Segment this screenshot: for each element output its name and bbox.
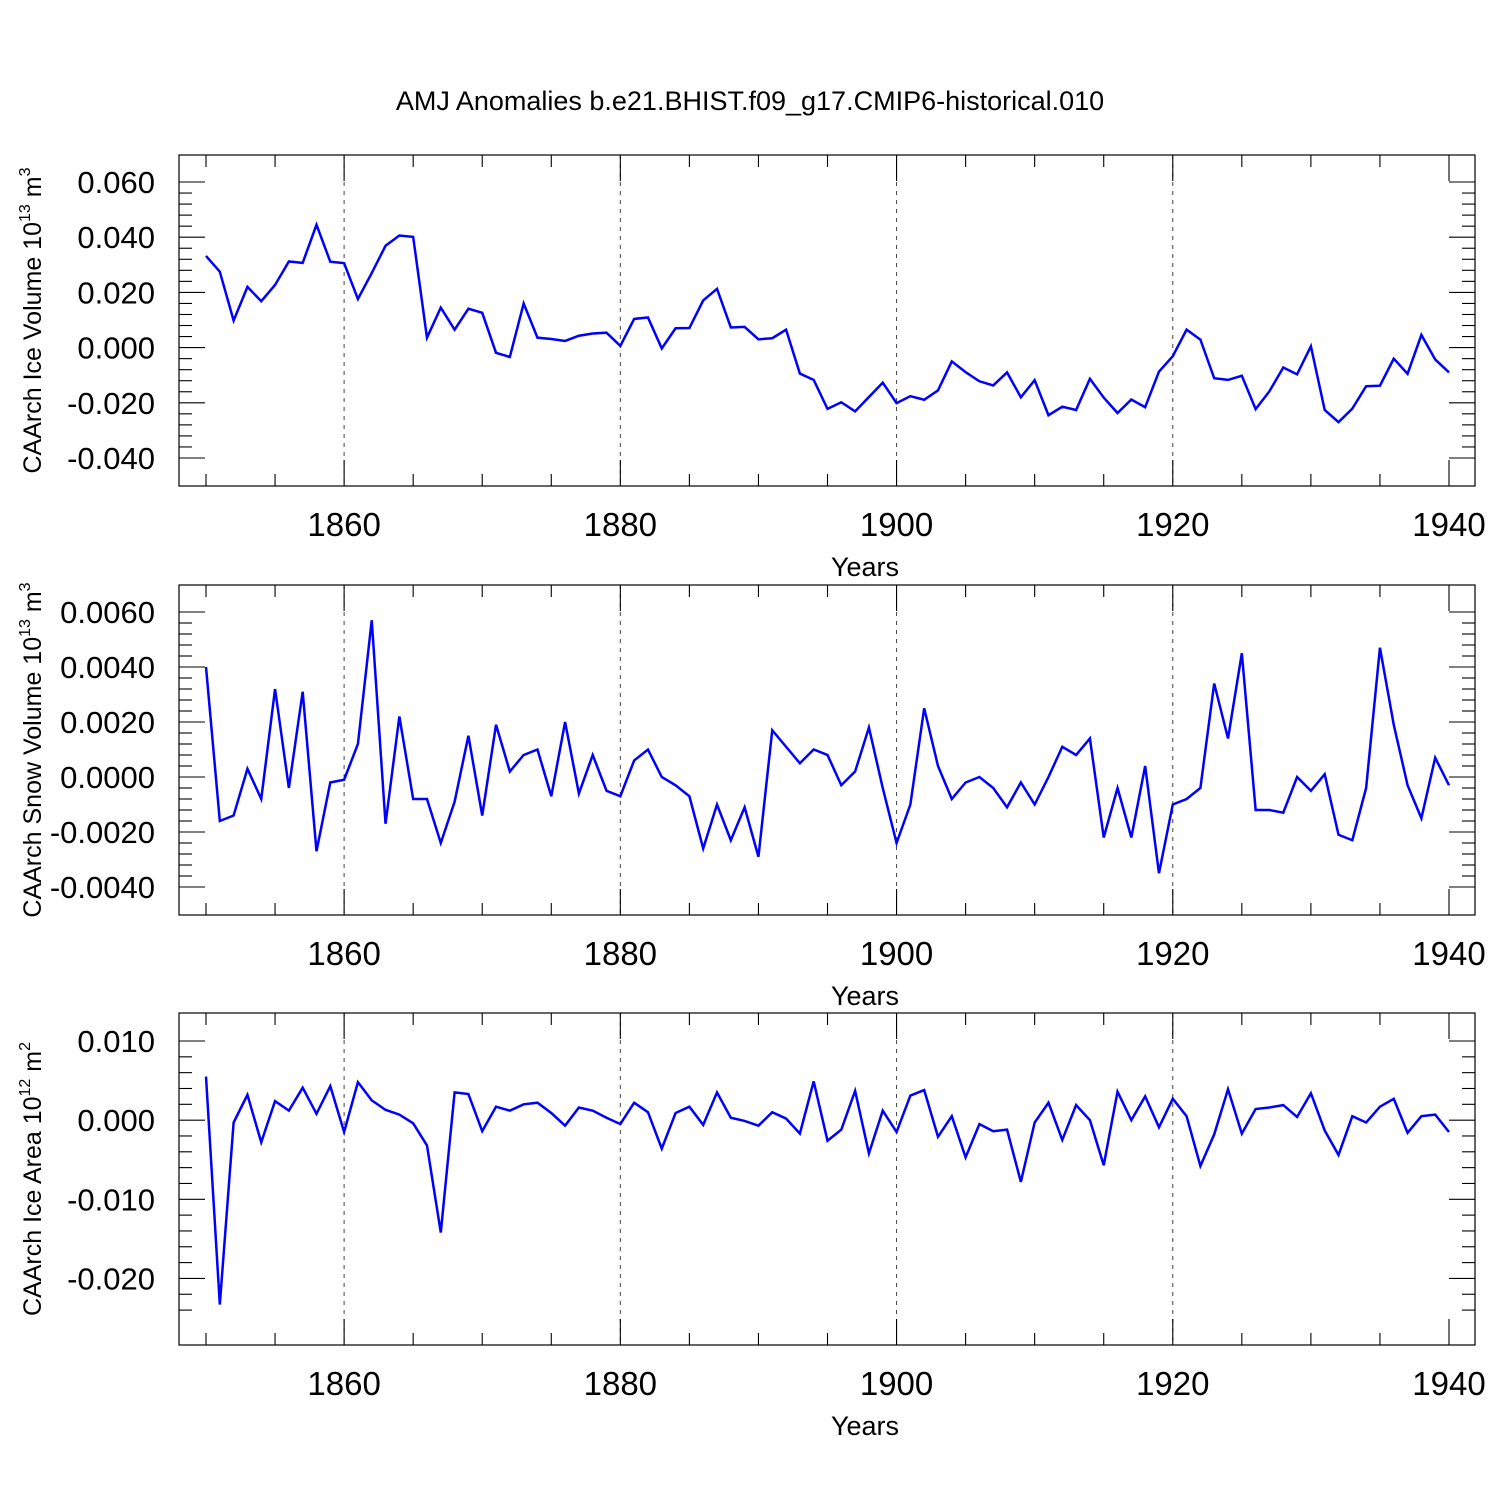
x-tick-label: 1940 xyxy=(1412,935,1485,972)
chart-title: AMJ Anomalies b.e21.BHIST.f09_g17.CMIP6-… xyxy=(396,86,1104,116)
y-axis-label-text: CAArch Ice Area 10 xyxy=(19,1096,47,1316)
y-axis-label-unit: m xyxy=(19,591,47,619)
x-tick-label: 1900 xyxy=(860,1365,933,1402)
y-axis-label-exponent: 13 xyxy=(17,204,34,222)
series-line xyxy=(204,620,1451,874)
panel-2: 1860 1880 1900 1920 1940 Years 0.0060 0.0040 0.0… xyxy=(17,582,1486,1011)
y-axis-label-exponent: 12 xyxy=(17,1079,34,1097)
y-tick-label: 0.000 xyxy=(77,331,155,366)
x-tick-label: 1920 xyxy=(1136,506,1209,543)
y-tick-label: 0.010 xyxy=(77,1024,155,1059)
y-axis-label-unit-exponent: 3 xyxy=(17,582,34,591)
x-tick-label: 1920 xyxy=(1136,1365,1209,1402)
y-tick-label: 0.060 xyxy=(77,165,155,200)
y-tick-label: 0.0040 xyxy=(60,650,155,685)
x-tick-label: 1860 xyxy=(307,1365,380,1402)
y-tick-label: 0.0000 xyxy=(60,760,155,795)
panel-3: 1860 1880 1900 1920 1940 Years 0.010 0.000 -0.01… xyxy=(17,1012,1486,1441)
x-axis-label: Years xyxy=(831,552,899,582)
y-tick-label: -0.020 xyxy=(67,1261,155,1296)
x-tick-label: 1900 xyxy=(860,506,933,543)
series-line xyxy=(205,221,1450,424)
y-axis-label-text: CAArch Ice Volume 10 xyxy=(19,222,47,474)
y-axis-label: CAArch Snow Volume 1013 m3 xyxy=(17,582,47,917)
y-tick-label: 0.0020 xyxy=(60,705,155,740)
y-axis-label-unit-exponent: 2 xyxy=(17,1042,34,1051)
y-axis-label-text: CAArch Snow Volume 10 xyxy=(19,637,47,918)
y-tick-label: -0.0040 xyxy=(50,870,155,905)
x-tick-label: 1860 xyxy=(307,935,380,972)
plot-frame xyxy=(178,154,1476,487)
y-axis-label-unit-exponent: 3 xyxy=(17,167,34,176)
y-axis-label-unit: m xyxy=(19,176,47,204)
y-axis-label-exponent: 13 xyxy=(17,619,34,637)
y-axis-label: CAArch Ice Volume 1013 m3 xyxy=(17,167,47,473)
x-tick-label: 1880 xyxy=(584,935,657,972)
x-tick-label: 1940 xyxy=(1412,1365,1485,1402)
y-tick-label: 0.020 xyxy=(77,275,155,310)
series-line xyxy=(204,1076,1450,1305)
y-axis-label-unit: m xyxy=(19,1051,47,1079)
y-tick-label: 0.0060 xyxy=(60,595,155,630)
x-tick-label: 1920 xyxy=(1136,935,1209,972)
x-tick-label: 1900 xyxy=(860,935,933,972)
x-tick-label: 1880 xyxy=(584,506,657,543)
y-tick-label: -0.010 xyxy=(67,1182,155,1217)
panel-1: 1860 1880 1900 1920 1940 Years 0.060 0.040 0.020… xyxy=(17,154,1486,582)
x-tick-label: 1860 xyxy=(307,506,380,543)
y-tick-label: 0.000 xyxy=(77,1103,155,1138)
x-axis-label: Years xyxy=(831,1411,899,1441)
x-tick-label: 1880 xyxy=(584,1365,657,1402)
x-axis-label: Years xyxy=(831,981,899,1011)
y-axis-label: CAArch Ice Area 1012 m2 xyxy=(17,1042,47,1316)
x-tick-label: 1940 xyxy=(1412,506,1485,543)
y-tick-label: -0.0020 xyxy=(50,815,155,850)
y-tick-label: 0.040 xyxy=(77,220,155,255)
y-tick-label: -0.040 xyxy=(67,441,155,476)
panels: 1860 1880 1900 1920 1940 Years 0.060 0.040 0.020… xyxy=(17,154,1486,1441)
plot-frame xyxy=(178,1012,1476,1346)
y-tick-label: -0.020 xyxy=(67,386,155,421)
